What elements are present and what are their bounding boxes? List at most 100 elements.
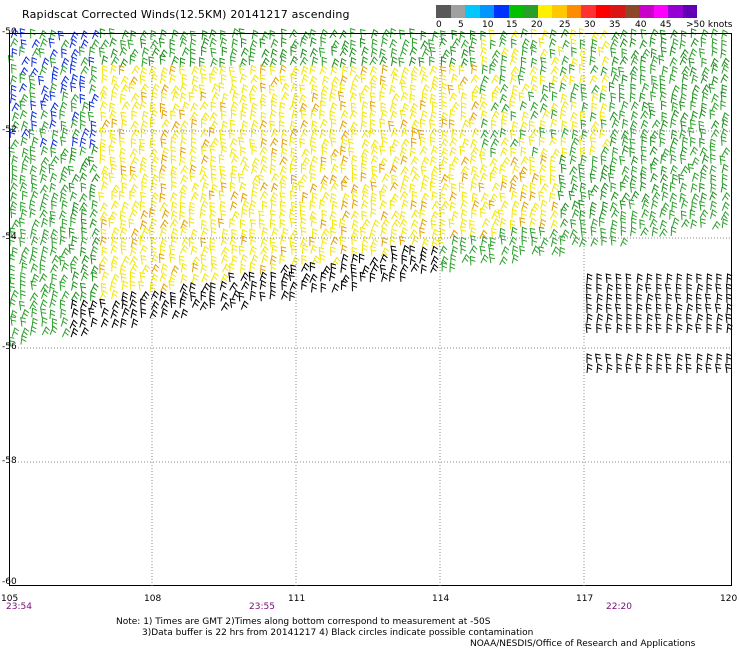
wind-barb <box>696 353 703 364</box>
wind-barb <box>180 226 188 236</box>
wind-barb <box>149 282 156 293</box>
wind-barb <box>9 298 16 308</box>
wind-barb <box>614 303 622 314</box>
wind-barb <box>190 245 198 256</box>
wind-barb <box>679 154 686 164</box>
wind-barb <box>520 183 528 194</box>
wind-barb <box>220 209 227 220</box>
wind-barb <box>49 57 56 68</box>
wind-barb <box>140 191 147 202</box>
wind-barb <box>481 55 488 66</box>
wind-barb <box>606 313 613 324</box>
wind-barb <box>9 253 15 264</box>
wind-barb <box>379 253 388 264</box>
wind-barb <box>649 146 658 156</box>
wind-barb <box>191 75 199 85</box>
wind-barb <box>409 102 419 112</box>
wind-barb <box>429 93 437 104</box>
wind-barb <box>200 91 207 101</box>
wind-barb <box>630 165 638 176</box>
wind-barb <box>700 102 707 113</box>
wind-barb <box>551 148 561 158</box>
wind-barb <box>479 163 488 174</box>
wind-barb <box>550 109 558 119</box>
wind-barb <box>41 245 49 256</box>
wind-barb <box>539 93 549 103</box>
wind-barb <box>20 93 29 104</box>
wind-barb <box>589 74 598 85</box>
wind-barb <box>71 147 77 157</box>
wind-barb <box>521 226 528 237</box>
wind-barb <box>118 136 125 147</box>
wind-barb <box>598 46 605 57</box>
wind-barb <box>379 55 388 66</box>
wind-barb <box>387 120 395 131</box>
wind-barb <box>171 172 177 182</box>
wind-barb <box>391 174 397 185</box>
wind-barb <box>629 147 636 157</box>
wind-barb <box>471 199 480 210</box>
wind-barb <box>39 235 48 246</box>
wind-barb <box>700 192 708 203</box>
wind-barb <box>8 273 16 284</box>
wind-barb <box>20 208 28 219</box>
wind-barb <box>248 55 255 66</box>
wind-barb <box>630 101 639 111</box>
wind-barb <box>400 227 408 237</box>
wind-barb <box>459 128 467 139</box>
wind-barb <box>461 119 470 129</box>
wind-barb <box>248 208 255 218</box>
wind-map-plot[interactable] <box>7 27 733 586</box>
wind-barb <box>169 253 176 263</box>
wind-barb <box>716 323 722 334</box>
wind-barb <box>620 217 627 228</box>
wind-barb <box>629 174 638 185</box>
wind-barb <box>569 165 578 175</box>
wind-barb <box>329 192 337 203</box>
wind-barb <box>571 235 580 246</box>
wind-barb <box>610 182 617 192</box>
wind-barb <box>71 111 80 121</box>
scale-swatch <box>682 5 697 18</box>
wind-barb <box>616 353 622 364</box>
wind-barb <box>709 164 717 175</box>
wind-barb <box>710 153 716 164</box>
wind-barb <box>521 235 528 246</box>
wind-barb <box>499 37 507 48</box>
wind-barb <box>311 255 320 265</box>
wind-barb <box>297 181 305 192</box>
wind-barb <box>339 235 346 246</box>
wind-barb <box>81 127 90 138</box>
wind-barb <box>201 30 208 40</box>
wind-barb <box>518 136 525 147</box>
wind-barb <box>191 298 200 308</box>
wind-barb <box>725 313 732 324</box>
wind-barb <box>480 192 489 202</box>
wind-barb <box>370 47 378 58</box>
wind-barb <box>681 218 690 228</box>
wind-barb <box>180 128 187 139</box>
wind-barb <box>159 272 168 282</box>
wind-barb <box>190 191 200 201</box>
wind-barb <box>491 49 501 59</box>
wind-barb <box>488 253 496 264</box>
wind-barb <box>31 38 40 49</box>
wind-barb <box>491 110 500 120</box>
wind-barb <box>402 174 410 185</box>
wind-barb <box>639 65 646 76</box>
wind-barb <box>431 101 438 111</box>
wind-barb <box>150 237 157 248</box>
wind-barb <box>559 218 569 228</box>
wind-barb <box>281 272 290 282</box>
wind-barb <box>319 162 326 173</box>
wind-barb <box>721 173 728 184</box>
wind-barb <box>300 217 307 227</box>
wind-barb <box>501 54 508 65</box>
wind-barb <box>420 99 426 110</box>
wind-barb <box>50 155 60 165</box>
wind-barb <box>665 303 672 314</box>
wind-barb <box>32 47 41 57</box>
wind-barb <box>179 244 189 254</box>
wind-barb <box>509 182 517 193</box>
wind-barb <box>630 226 637 237</box>
